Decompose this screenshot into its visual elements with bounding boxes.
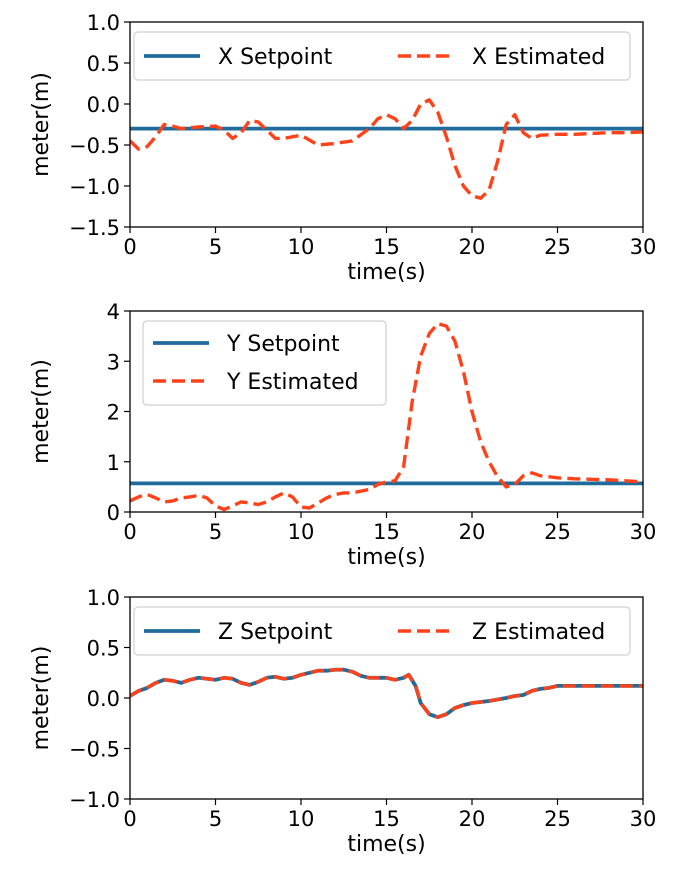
x-tick-label: 30 — [630, 807, 657, 831]
y-tick-label: −1.0 — [69, 175, 120, 199]
legend-entry-label: Z Estimated — [472, 620, 605, 645]
y-tick-label: 0.0 — [87, 93, 120, 117]
legend-entry-label: Y Setpoint — [226, 332, 340, 357]
y-axis-label: meter(m) — [29, 72, 54, 177]
legend-box — [133, 31, 631, 81]
y-tick-label: −1.0 — [69, 788, 120, 812]
y-tick-label: 0.5 — [87, 637, 120, 661]
legend: X Setpoint X Estimated — [133, 31, 631, 81]
y-tick-label: 1 — [107, 451, 120, 475]
x-tick-label: 25 — [544, 520, 571, 544]
x-tick-label: 25 — [544, 235, 571, 259]
series-line-2 — [130, 668, 643, 719]
x-tick-label: 10 — [288, 807, 315, 831]
y-tick-label: −1.5 — [69, 216, 120, 240]
y-tick-label: 1.0 — [87, 586, 120, 610]
x-tick-label: 20 — [459, 235, 486, 259]
y-axis-label: meter(m) — [29, 359, 54, 464]
x-tick-label: 15 — [373, 807, 400, 831]
x-tick-label: 10 — [288, 235, 315, 259]
x-tick-label: 20 — [459, 807, 486, 831]
y-tick-label: 4 — [107, 300, 120, 324]
legend: Y Setpoint Y Estimated — [142, 320, 387, 406]
x-tick-label: 30 — [630, 235, 657, 259]
series-line-2 — [130, 98, 643, 200]
x-tick-label: 5 — [209, 520, 222, 544]
legend-entry-label: X Setpoint — [218, 45, 333, 70]
chart-1: 0 5 10 15 20 25 30 1.0 0.5 0.0 −0.5 −1.0 −1.5 time(s)… — [29, 11, 656, 285]
y-tick-label: 0.5 — [87, 52, 120, 76]
x-tick-label: 0 — [123, 235, 136, 259]
legend: Z Setpoint Z Estimated — [133, 606, 631, 656]
legend-entry-label: X Estimated — [472, 45, 605, 70]
series-line-2 — [130, 321, 643, 512]
x-tick-label: 0 — [123, 520, 136, 544]
legend-entry-label: Z Setpoint — [218, 620, 333, 645]
y-tick-label: 2 — [107, 401, 120, 425]
x-tick-label: 15 — [373, 235, 400, 259]
x-tick-label: 30 — [630, 520, 657, 544]
chart-3: 0 5 10 15 20 25 30 1.0 0.5 0.0 −0.5 −1.0 time(s) mete… — [29, 586, 656, 857]
legend-box — [133, 606, 631, 656]
y-tick-label: −0.5 — [69, 738, 120, 762]
x-tick-label: 5 — [209, 235, 222, 259]
x-tick-label: 20 — [459, 520, 486, 544]
y-tick-label: 0.0 — [87, 687, 120, 711]
x-tick-label: 5 — [209, 807, 222, 831]
y-tick-label: 3 — [107, 350, 120, 374]
y-tick-label: 0 — [107, 501, 120, 525]
x-tick-label: 0 — [123, 807, 136, 831]
x-tick-label: 25 — [544, 807, 571, 831]
x-axis-label: time(s) — [347, 545, 425, 570]
x-axis-label: time(s) — [347, 832, 425, 857]
x-axis-label: time(s) — [347, 260, 425, 285]
y-axis-label: meter(m) — [29, 646, 54, 751]
y-tick-label: 1.0 — [87, 11, 120, 35]
legend-entry-label: Y Estimated — [226, 370, 359, 395]
x-tick-label: 15 — [373, 520, 400, 544]
y-tick-label: −0.5 — [69, 134, 120, 158]
x-tick-label: 10 — [288, 520, 315, 544]
